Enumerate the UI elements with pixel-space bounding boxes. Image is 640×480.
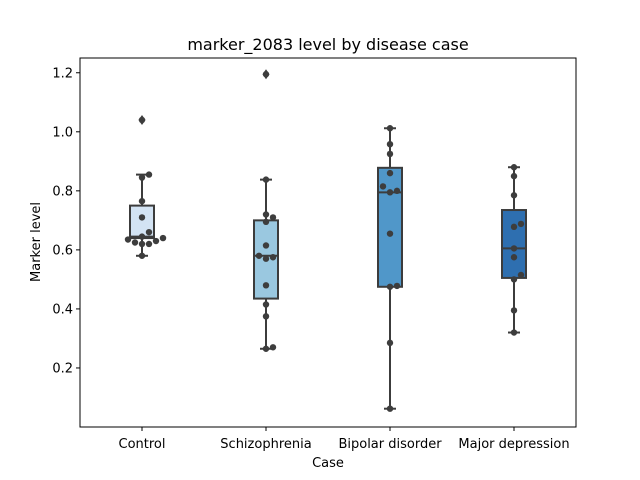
data-point-2-4	[386, 230, 394, 237]
data-point-1-2	[262, 313, 270, 320]
data-point-0-0	[138, 252, 146, 259]
chart-title: marker_2083 level by disease case	[187, 35, 468, 55]
y-tick-label-0: 0.2	[52, 361, 73, 376]
data-point-3-7	[517, 220, 525, 228]
y-tick-label-1: 0.4	[52, 302, 73, 317]
data-point-1-9	[262, 218, 270, 226]
data-point-2-6	[393, 187, 401, 195]
data-point-2-7	[379, 183, 387, 190]
data-point-3-10	[510, 164, 518, 171]
data-point-1-3	[262, 301, 270, 308]
data-point-3-1	[510, 307, 518, 314]
y-axis: 0.2 0.4 0.6 0.8 1.0 1.2	[52, 66, 80, 376]
data-point-1-7	[255, 252, 263, 259]
data-point-0-6	[159, 234, 167, 242]
plot-frame	[79, 57, 577, 428]
data-point-0-10	[138, 197, 146, 205]
data-point-1-6	[269, 254, 277, 261]
plot-content	[124, 69, 527, 412]
data-point-2-11	[386, 125, 394, 132]
data-point-3-2	[510, 276, 518, 283]
data-point-0-2	[145, 240, 153, 248]
data-point-3-6	[510, 223, 518, 231]
data-point-1-4	[262, 282, 270, 289]
data-point-2-1	[386, 339, 394, 347]
data-point-1-12	[262, 176, 270, 183]
y-axis-label: Marker level	[29, 202, 44, 282]
data-point-3-3	[517, 271, 525, 279]
data-point-1-1	[269, 344, 277, 351]
data-point-2-8	[386, 169, 394, 177]
y-tick-label-5: 1.2	[52, 66, 73, 81]
y-tick-label-2: 0.6	[52, 243, 73, 258]
data-point-1-11	[262, 211, 270, 218]
x-axis-label: Case	[312, 456, 344, 471]
data-point-2-0	[386, 405, 394, 412]
data-point-3-5	[510, 245, 518, 252]
data-point-2-2	[386, 283, 394, 290]
data-point-2-3	[393, 282, 401, 290]
x-tick-label-2: Bipolar disorder	[338, 437, 442, 452]
data-point-1-5	[262, 255, 270, 262]
data-point-0-4	[152, 237, 160, 245]
data-point-1-8	[262, 242, 270, 249]
box-3	[501, 209, 527, 279]
data-point-2-10	[386, 140, 394, 148]
y-tick-label-3: 0.8	[52, 184, 73, 199]
data-point-2-5	[386, 189, 394, 196]
data-point-0-7	[138, 233, 146, 240]
x-tick-label-3: Major depression	[458, 437, 569, 452]
data-point-0-3	[131, 239, 139, 246]
data-point-0-11	[138, 174, 146, 181]
data-point-1-0	[262, 345, 270, 352]
x-axis: Control Schizophrenia Bipolar disorder Majo…	[119, 427, 570, 452]
data-point-1-13	[262, 71, 270, 78]
data-point-3-4	[510, 254, 518, 261]
y-tick-label-4: 1.0	[52, 125, 73, 140]
data-point-0-1	[138, 240, 146, 248]
data-point-0-12	[145, 171, 153, 178]
x-tick-label-1: Schizophrenia	[220, 437, 311, 452]
data-point-0-9	[138, 214, 146, 221]
data-point-0-8	[145, 228, 153, 236]
data-point-3-0	[510, 329, 518, 336]
data-point-3-9	[510, 172, 518, 180]
data-point-0-5	[124, 236, 132, 243]
data-point-3-8	[510, 192, 518, 199]
data-point-1-10	[269, 214, 277, 221]
data-point-2-9	[386, 150, 394, 158]
x-tick-label-0: Control	[119, 437, 166, 452]
data-point-0-13	[138, 116, 146, 124]
